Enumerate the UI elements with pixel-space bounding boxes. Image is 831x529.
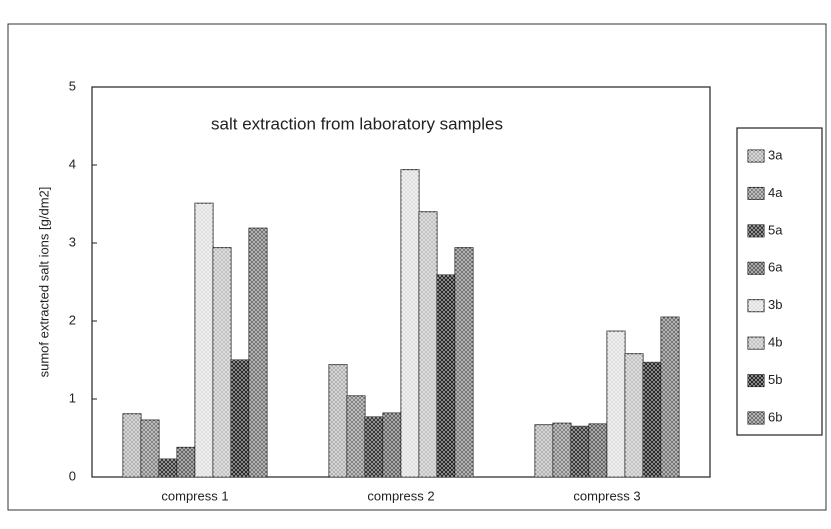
legend-label: 4b — [768, 335, 782, 350]
bar-texture — [249, 228, 267, 477]
legend-swatch-texture — [748, 412, 764, 424]
bar-texture — [365, 416, 383, 477]
bar-texture — [123, 413, 141, 477]
legend-label: 6b — [768, 409, 782, 424]
y-axis-label: sumof extracted salt ions [g/dm2] — [36, 187, 51, 378]
bar-texture — [661, 317, 679, 477]
chart-title: salt extraction from laboratory samples — [211, 114, 503, 133]
bar-texture — [231, 360, 249, 477]
legend-label: 3a — [768, 147, 783, 162]
bar-texture — [419, 211, 437, 478]
bar-texture — [643, 362, 661, 477]
y-tick-label: 2 — [69, 312, 76, 327]
legend-swatch-texture — [748, 187, 764, 200]
bar-texture — [329, 364, 347, 477]
legend-swatch-texture — [748, 224, 764, 237]
legend-swatch-texture — [748, 150, 764, 162]
bar-texture — [159, 459, 177, 477]
legend-label: 3b — [768, 297, 782, 312]
frame — [7, 23, 827, 511]
y-tick-label: 4 — [69, 156, 76, 171]
bar-texture — [455, 247, 473, 477]
y-tick-label: 1 — [69, 390, 76, 405]
bar-texture — [383, 413, 401, 477]
bar-texture — [213, 247, 231, 477]
bar-texture — [347, 395, 365, 477]
bar-texture — [571, 426, 589, 477]
y-tick-label: 5 — [69, 78, 76, 93]
bar-texture — [625, 353, 643, 477]
legend-swatch-texture — [748, 299, 764, 312]
x-tick-label: compress 2 — [367, 488, 434, 503]
legend — [736, 127, 823, 436]
legend-label: 5b — [768, 372, 782, 387]
bar-texture — [195, 203, 213, 477]
x-tick-label: compress 1 — [161, 488, 228, 503]
legend-swatch-texture — [748, 374, 764, 387]
legend-label: 5a — [768, 222, 783, 237]
bar-texture — [141, 420, 159, 477]
legend-label: 6a — [768, 260, 783, 275]
y-tick-label: 3 — [69, 234, 76, 249]
bar-texture — [607, 331, 625, 477]
bar-texture — [177, 447, 195, 477]
bar-texture — [553, 423, 571, 477]
bar-texture — [437, 274, 455, 477]
y-tick-label: 0 — [69, 468, 76, 483]
legend-swatch-texture — [748, 262, 764, 275]
bar-texture — [589, 423, 607, 477]
legend-swatch-texture — [748, 337, 764, 350]
legend-label: 4a — [768, 185, 783, 200]
bar-texture — [401, 169, 419, 477]
x-tick-label: compress 3 — [573, 488, 640, 503]
bar-texture — [535, 424, 553, 477]
